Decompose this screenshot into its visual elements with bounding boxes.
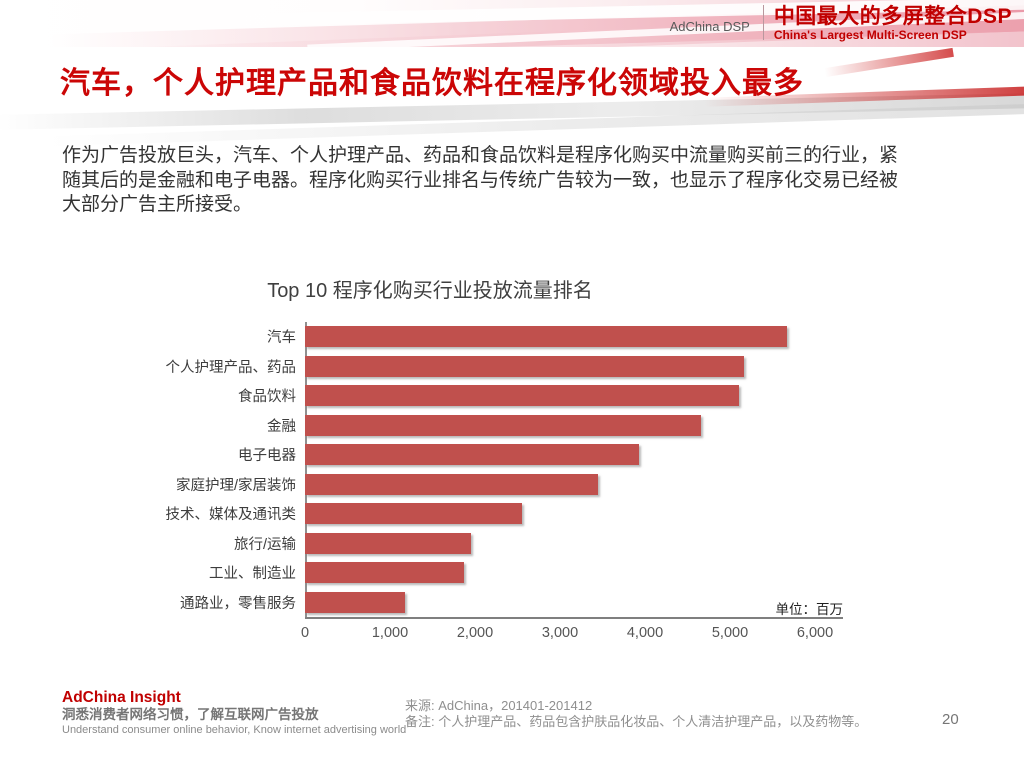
category-label: 食品饮料	[238, 389, 296, 406]
bar-track	[305, 503, 815, 525]
bar-6	[305, 473, 599, 495]
x-tick-label: 5,000	[711, 625, 749, 641]
x-tick-label: 0	[300, 625, 310, 641]
category-label: 金融	[267, 418, 296, 435]
bar-track	[305, 414, 815, 436]
header-band: AdChina DSP 中国最大的多屏整合DSP China's Largest…	[0, 0, 1024, 47]
bar-track	[305, 473, 815, 495]
x-axis-ticks: 0 1,000 2,000 3,000 4,000 5,000 6,000	[60, 625, 870, 643]
footer-logo-adchina-insight: AdChina Insight	[62, 689, 181, 706]
category-label: 通路业，零售服务	[180, 595, 296, 612]
x-tick-label: 2,000	[456, 625, 494, 641]
chart-row: 汽车	[60, 322, 815, 352]
x-tick-label: 4,000	[626, 625, 664, 641]
brand-dsp-block: 中国最大的多屏整合DSP China's Largest Multi-Scree…	[764, 3, 1012, 42]
category-label: 电子电器	[238, 448, 296, 465]
chart-row: 电子电器	[60, 440, 815, 470]
y-axis-line	[305, 322, 307, 617]
brand-area: AdChina DSP 中国最大的多屏整合DSP China's Largest…	[670, 3, 1012, 42]
chart-row: 技术、媒体及通讯类	[60, 499, 815, 529]
category-label: 工业、制造业	[209, 566, 296, 583]
chart-row: 旅行/运输	[60, 529, 815, 559]
bar-8	[305, 532, 471, 554]
footer-brand-block: AdChina Insight 洞悉消费者网络习惯，了解互联网广告投放 Unde…	[62, 689, 406, 737]
bar-10	[305, 591, 406, 613]
bar-7	[305, 503, 522, 525]
bar-track	[305, 562, 815, 584]
bar-track	[305, 444, 815, 466]
page-number: 20	[942, 711, 959, 728]
chart-row: 食品饮料	[60, 381, 815, 411]
body-paragraph: 作为广告投放巨头，汽车、个人护理产品、药品和食品饮料是程序化购买中流量购买前三的…	[62, 145, 899, 215]
chart-title: Top 10 程序化购买行业投放流量排名	[267, 280, 593, 302]
chart-row: 金融	[60, 411, 815, 441]
bar-1	[305, 326, 787, 348]
category-label: 家庭护理/家居装饰	[175, 477, 296, 494]
chart-rows: 汽车个人护理产品、药品食品饮料金融电子电器家庭护理/家居装饰技术、媒体及通讯类旅…	[60, 322, 815, 617]
footer-tagline-en: Understand consumer online behavior, Kno…	[62, 724, 407, 736]
x-tick-label: 6,000	[796, 625, 834, 641]
category-label: 汽车	[267, 330, 296, 347]
bar-track	[305, 355, 815, 377]
bar-5	[305, 444, 640, 466]
brand-slogan-en: China's Largest Multi-Screen DSP	[773, 28, 967, 42]
chart-row: 工业、制造业	[60, 558, 815, 588]
bar-track	[305, 326, 815, 348]
note-line: 备注: 个人护理产品、药品包含护肤品化妆品、个人清洁护理产品，以及药物等。	[405, 714, 868, 729]
bar-4	[305, 414, 702, 436]
chart-row: 个人护理产品、药品	[60, 352, 815, 382]
x-tick-label: 3,000	[541, 625, 579, 641]
brand-adchina-dsp-label: AdChina DSP	[669, 19, 750, 34]
footer-tagline-cn: 洞悉消费者网络习惯，了解互联网广告投放	[62, 707, 319, 722]
bar-3	[305, 385, 739, 407]
source-line: 来源: AdChina，201401-201412	[405, 698, 593, 713]
unit-label: 单位：百万	[775, 602, 844, 617]
category-label: 技术、媒体及通讯类	[165, 507, 297, 524]
bar-chart: Top 10 程序化购买行业投放流量排名 汽车个人护理产品、药品食品饮料金融电子…	[60, 270, 870, 670]
x-tick-label: 1,000	[371, 625, 409, 641]
brand-divider	[762, 5, 764, 40]
slide-title: 汽车，个人护理产品和食品饮料在程序化领域投入最多	[60, 67, 804, 100]
chart-row: 家庭护理/家居装饰	[60, 470, 815, 500]
chart-row: 通路业，零售服务	[60, 588, 815, 618]
footer-source-block: 来源: AdChina，201401-201412 备注: 个人护理产品、药品包…	[405, 698, 867, 730]
x-axis-line	[305, 617, 843, 619]
bar-track	[305, 385, 815, 407]
bar-9	[305, 562, 464, 584]
brand-slogan-cn: 中国最大的多屏整合DSP	[773, 5, 1012, 28]
category-label: 个人护理产品、药品	[165, 359, 297, 376]
category-label: 旅行/运输	[233, 536, 296, 553]
bar-track	[305, 532, 815, 554]
bar-2	[305, 355, 744, 377]
bar-track	[305, 591, 815, 613]
